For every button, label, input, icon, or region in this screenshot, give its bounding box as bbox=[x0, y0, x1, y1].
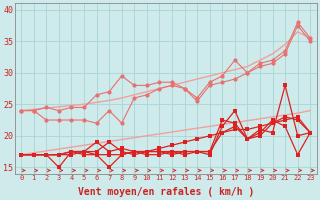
X-axis label: Vent moyen/en rafales ( km/h ): Vent moyen/en rafales ( km/h ) bbox=[77, 187, 254, 197]
